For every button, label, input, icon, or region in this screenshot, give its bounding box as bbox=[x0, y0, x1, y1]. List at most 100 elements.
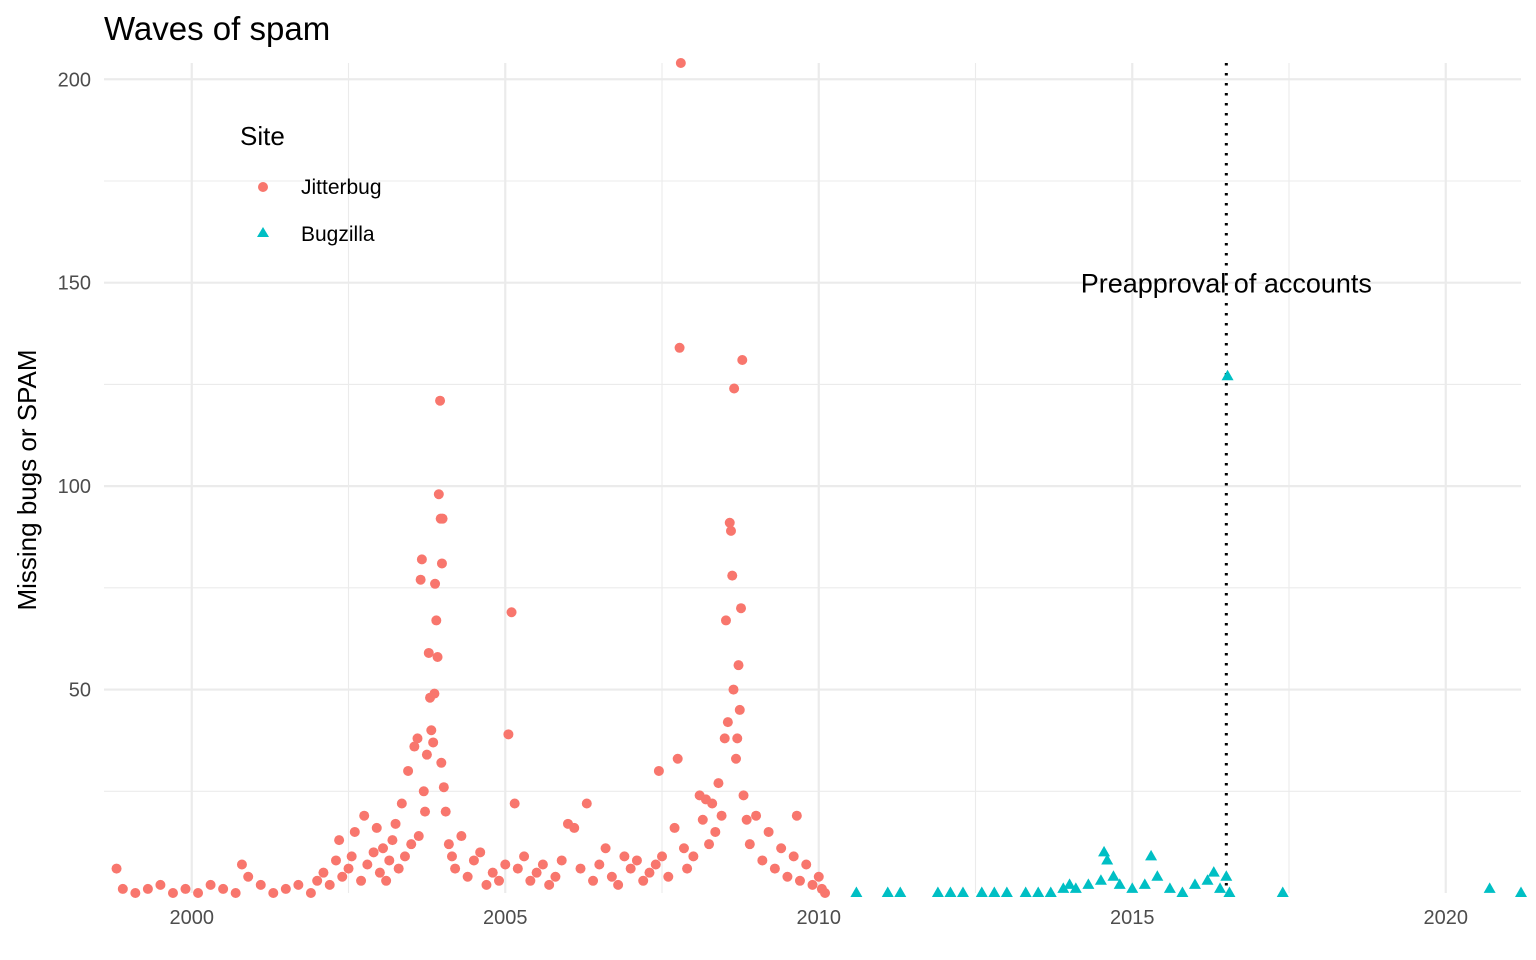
data-point-jitterbug bbox=[631, 855, 642, 866]
data-point-bugzilla bbox=[1207, 866, 1220, 877]
data-point-bugzilla bbox=[1188, 878, 1201, 889]
y-axis: 50 100 150 200 bbox=[58, 69, 91, 701]
data-point-bugzilla bbox=[931, 886, 944, 897]
y-tick-label: 50 bbox=[69, 680, 91, 702]
data-point-jitterbug bbox=[725, 525, 736, 536]
data-point-jitterbug bbox=[737, 355, 748, 366]
data-point-jitterbug bbox=[130, 888, 141, 898]
data-point-jitterbug bbox=[782, 871, 793, 882]
data-point-jitterbug bbox=[707, 798, 718, 809]
data-point-bugzilla bbox=[850, 886, 863, 897]
legend-key-jitterbug bbox=[258, 182, 268, 192]
x-tick-label: 2005 bbox=[483, 907, 528, 929]
data-point-jitterbug bbox=[734, 704, 745, 715]
data-point-jitterbug bbox=[334, 835, 345, 846]
data-point-jitterbug bbox=[494, 875, 505, 886]
data-point-jitterbug bbox=[436, 558, 447, 569]
data-point-jitterbug bbox=[801, 859, 812, 870]
data-point-jitterbug bbox=[729, 383, 740, 394]
data-point-jitterbug bbox=[544, 879, 555, 890]
data-point-bugzilla bbox=[988, 886, 1001, 897]
data-point-bugzilla bbox=[975, 886, 988, 897]
data-point-jitterbug bbox=[722, 717, 733, 728]
data-point-jitterbug bbox=[167, 888, 178, 898]
data-point-bugzilla bbox=[881, 886, 894, 897]
data-point-jitterbug bbox=[193, 888, 204, 898]
data-point-jitterbug bbox=[368, 847, 379, 858]
x-tick-label: 2020 bbox=[1424, 907, 1469, 929]
data-point-jitterbug bbox=[738, 790, 749, 801]
data-point-bugzilla bbox=[1201, 874, 1214, 885]
data-point-jitterbug bbox=[416, 554, 427, 565]
data-point-jitterbug bbox=[356, 875, 367, 886]
data-point-jitterbug bbox=[556, 855, 567, 866]
data-point-jitterbug bbox=[255, 879, 266, 890]
data-point-jitterbug bbox=[438, 782, 449, 793]
data-point-jitterbug bbox=[613, 879, 624, 890]
data-point-jitterbug bbox=[435, 395, 446, 406]
data-point-jitterbug bbox=[436, 757, 447, 768]
data-point-jitterbug bbox=[218, 883, 229, 894]
data-point-bugzilla bbox=[1094, 874, 1107, 885]
data-point-jitterbug bbox=[429, 688, 440, 699]
data-point-jitterbug bbox=[371, 822, 382, 833]
data-point-jitterbug bbox=[741, 814, 752, 825]
data-point-jitterbug bbox=[791, 810, 802, 821]
data-point-jitterbug bbox=[430, 578, 441, 589]
data-point-jitterbug bbox=[362, 859, 373, 870]
series-jitterbug bbox=[111, 58, 831, 898]
x-tick-label: 2000 bbox=[170, 907, 215, 929]
y-axis-label: Missing bugs or SPAM bbox=[12, 349, 42, 610]
data-point-jitterbug bbox=[180, 883, 191, 894]
data-point-bugzilla bbox=[956, 886, 969, 897]
data-point-jitterbug bbox=[619, 851, 630, 862]
data-point-jitterbug bbox=[268, 888, 279, 898]
legend-label-bugzilla: Bugzilla bbox=[301, 223, 375, 246]
data-point-jitterbug bbox=[421, 749, 432, 760]
data-point-jitterbug bbox=[236, 859, 247, 870]
data-point-jitterbug bbox=[230, 888, 241, 898]
data-point-jitterbug bbox=[396, 798, 407, 809]
data-point-jitterbug bbox=[155, 879, 166, 890]
data-point-bugzilla bbox=[1276, 886, 1289, 897]
data-point-jitterbug bbox=[569, 822, 580, 833]
data-point-jitterbug bbox=[432, 652, 443, 663]
data-point-bugzilla bbox=[1044, 886, 1057, 897]
data-point-bugzilla bbox=[1082, 878, 1095, 889]
data-point-jitterbug bbox=[720, 615, 731, 626]
data-point-jitterbug bbox=[440, 806, 451, 817]
data-point-jitterbug bbox=[462, 871, 473, 882]
data-point-bugzilla bbox=[1214, 882, 1227, 893]
data-point-bugzilla bbox=[1019, 886, 1032, 897]
data-point-jitterbug bbox=[374, 867, 385, 878]
data-point-jitterbug bbox=[426, 725, 437, 736]
data-point-jitterbug bbox=[724, 517, 735, 528]
data-point-jitterbug bbox=[312, 875, 323, 886]
data-point-jitterbug bbox=[443, 839, 454, 850]
data-point-jitterbug bbox=[710, 826, 721, 837]
data-point-jitterbug bbox=[672, 753, 683, 764]
data-point-jitterbug bbox=[757, 855, 768, 866]
data-point-jitterbug bbox=[359, 810, 370, 821]
data-point-jitterbug bbox=[378, 843, 389, 854]
legend: Site Jitterbug Bugzilla bbox=[240, 121, 382, 246]
data-point-jitterbug bbox=[324, 879, 335, 890]
data-point-jitterbug bbox=[420, 806, 431, 817]
data-point-jitterbug bbox=[509, 798, 520, 809]
data-point-jitterbug bbox=[413, 831, 424, 842]
data-point-jitterbug bbox=[744, 839, 755, 850]
data-point-jitterbug bbox=[503, 729, 514, 740]
data-point-bugzilla bbox=[1163, 882, 1176, 893]
data-point-jitterbug bbox=[606, 871, 617, 882]
data-point-jitterbug bbox=[390, 818, 401, 829]
data-point-jitterbug bbox=[716, 810, 727, 821]
x-tick-label: 2015 bbox=[1110, 907, 1155, 929]
data-point-bugzilla bbox=[944, 886, 957, 897]
data-point-jitterbug bbox=[431, 615, 442, 626]
series-bugzilla bbox=[850, 369, 1527, 897]
data-point-jitterbug bbox=[381, 875, 392, 886]
data-point-jitterbug bbox=[657, 851, 668, 862]
data-point-jitterbug bbox=[280, 883, 291, 894]
data-point-jitterbug bbox=[678, 843, 689, 854]
data-point-jitterbug bbox=[644, 867, 655, 878]
